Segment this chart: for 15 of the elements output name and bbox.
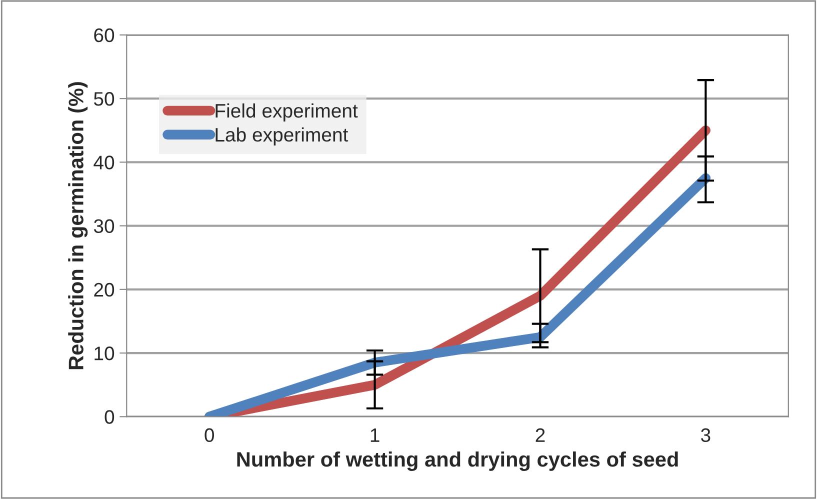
x-tick-label: 2 (536, 428, 545, 442)
x-tick-label: 3 (701, 428, 710, 442)
legend-label: Lab experiment (216, 127, 348, 146)
y-tick-label: 50 (94, 92, 114, 106)
legend-label: Field experiment (216, 103, 358, 122)
y-tick-label: 0 (104, 410, 114, 424)
x-tick-label: 1 (370, 428, 380, 442)
y-tick-label: 10 (94, 346, 114, 360)
x-axis-title: Number of wetting and drying cycles of seed (237, 451, 678, 471)
y-tick-label: 20 (94, 282, 114, 297)
y-axis-title: Reduction in germination (%) (68, 82, 88, 370)
y-tick-label: 40 (94, 156, 114, 170)
y-tick-label: 30 (94, 219, 114, 234)
y-tick-label: 60 (94, 28, 114, 42)
x-tick-label: 0 (204, 428, 214, 442)
